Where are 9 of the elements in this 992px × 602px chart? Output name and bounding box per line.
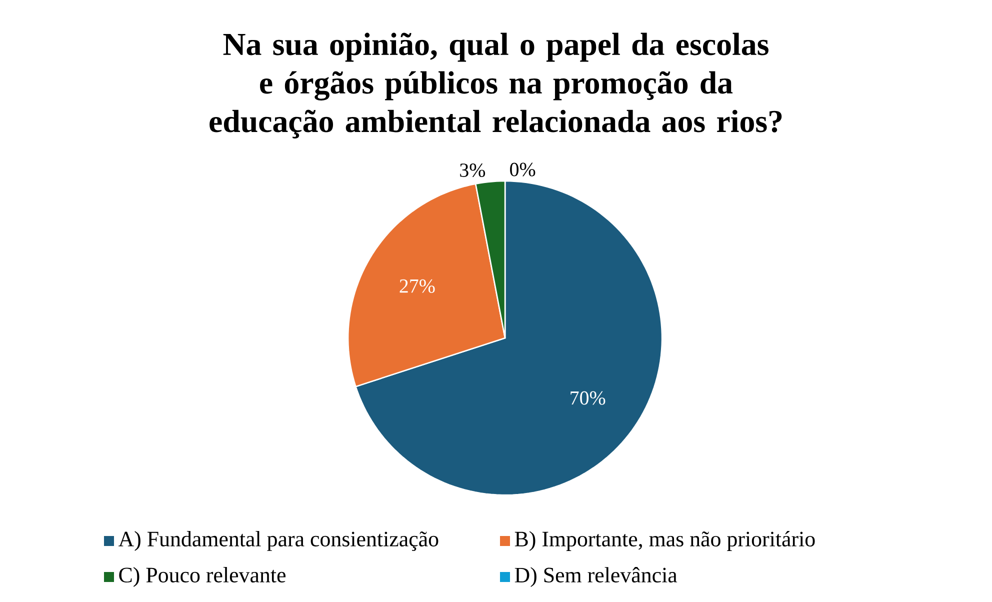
legend-label: D) Sem relevância xyxy=(514,567,678,587)
data-label: 70% xyxy=(570,391,606,405)
legend-label: C) Pouco relevante xyxy=(119,567,286,587)
data-label: 27% xyxy=(400,279,435,293)
text: 0% xyxy=(510,162,536,176)
legend-label: A) Fundamental para consientização xyxy=(118,531,438,551)
data-label: 3% xyxy=(460,164,486,178)
chart-title: Na sua opinião, qual o papel da escolas e órgãos públicos na promoção da educação ambiental relacionada aos rios? xyxy=(210,32,782,139)
legend-label: B) Importante, mas não prioritário xyxy=(514,531,815,551)
